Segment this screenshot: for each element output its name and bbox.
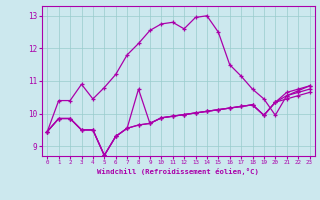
X-axis label: Windchill (Refroidissement éolien,°C): Windchill (Refroidissement éolien,°C) xyxy=(98,168,259,175)
